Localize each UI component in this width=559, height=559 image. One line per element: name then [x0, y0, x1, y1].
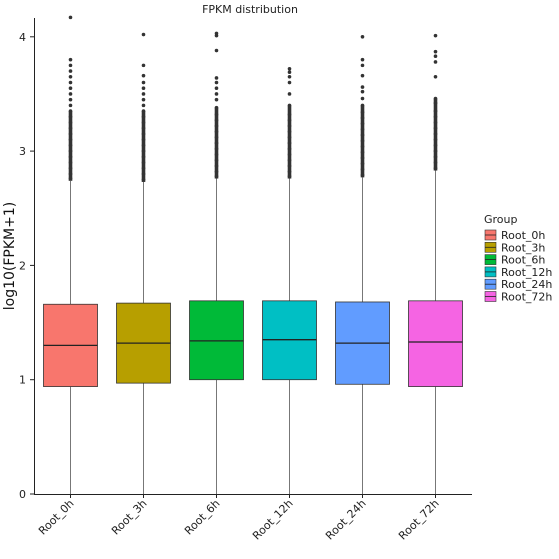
- outlier-point: [214, 76, 219, 80]
- outlier-point: [360, 63, 365, 68]
- legend-label: Root_6h: [501, 254, 545, 267]
- outlier-point: [68, 63, 73, 68]
- outlier-point: [287, 75, 292, 79]
- outlier-point: [214, 48, 219, 53]
- outlier-point: [141, 103, 146, 108]
- box-Root_24h: [335, 35, 390, 494]
- outlier-dense-band: [360, 105, 365, 178]
- outlier-point: [141, 86, 146, 91]
- outlier-point: [214, 92, 219, 96]
- outlier-point: [433, 33, 438, 38]
- box-Root_0h: [43, 15, 98, 494]
- x-tick-label: Root_72h: [396, 497, 442, 543]
- outlier-dense-band: [68, 111, 73, 181]
- x-tick-label: Root_6h: [182, 497, 223, 538]
- y-tick-label: 4: [19, 31, 26, 44]
- box-Root_72h: [408, 33, 463, 494]
- y-tick-label: 3: [19, 145, 26, 158]
- outlier-point: [360, 35, 365, 39]
- outlier-point: [68, 69, 73, 73]
- outlier-point: [214, 97, 219, 102]
- outlier-point: [360, 73, 365, 78]
- outlier-dense-band: [433, 98, 438, 171]
- outlier-point: [214, 31, 219, 36]
- x-tick-label: Root_24h: [323, 497, 369, 543]
- legend-label: Root_3h: [501, 241, 545, 254]
- outlier-point: [68, 92, 73, 96]
- outlier-point: [141, 63, 146, 68]
- x-tick-label: Root_12h: [250, 497, 296, 543]
- legend-label: Root_12h: [501, 266, 552, 279]
- legend-item: Root_0h: [484, 229, 545, 242]
- y-tick-label: 1: [19, 374, 26, 387]
- outlier-point: [68, 75, 73, 79]
- x-tick-label: Root_3h: [109, 497, 150, 538]
- box-iqr: [408, 300, 463, 387]
- outlier-point: [433, 75, 438, 79]
- y-axis-ticks: 0 1 2 3 4: [19, 31, 34, 501]
- outlier-point: [68, 103, 73, 108]
- outlier-point: [214, 80, 219, 85]
- outlier-point: [287, 70, 292, 75]
- outlier-point: [68, 57, 73, 62]
- legend-label: Root_0h: [501, 229, 545, 242]
- outlier-dense-band: [141, 111, 146, 182]
- outlier-point: [141, 92, 146, 96]
- outlier-point: [287, 92, 292, 96]
- legend-title: Group: [484, 213, 518, 226]
- outlier-point: [141, 80, 146, 85]
- legend-item: Root_3h: [484, 241, 545, 254]
- outlier-point: [141, 97, 146, 102]
- outlier-point: [287, 80, 292, 85]
- outlier-point: [287, 67, 292, 71]
- outlier-point: [360, 89, 365, 94]
- y-axis-label: log10(FPKM+1): [2, 202, 18, 310]
- outlier-point: [68, 80, 73, 85]
- outlier-point: [141, 32, 146, 37]
- chart-title: FPKM distribution: [202, 3, 298, 16]
- legend-item: Root_12h: [484, 266, 552, 279]
- outlier-dense-band: [287, 105, 292, 179]
- box-Root_3h: [116, 32, 171, 494]
- outlier-point: [433, 54, 438, 59]
- legend: Group Root_0hRoot_3hRoot_6hRoot_12hRoot_…: [484, 213, 552, 304]
- outlier-dense-band: [214, 107, 219, 179]
- x-tick-label: Root_0h: [36, 497, 77, 538]
- outlier-point: [360, 85, 365, 89]
- outlier-point: [214, 86, 219, 91]
- outlier-point: [360, 96, 365, 101]
- y-tick-label: 0: [19, 488, 26, 501]
- outlier-point: [360, 57, 365, 62]
- plot-area: [43, 15, 463, 494]
- legend-items: Root_0hRoot_3hRoot_6hRoot_12hRoot_24hRoo…: [484, 229, 552, 304]
- outlier-point: [141, 73, 146, 78]
- outlier-point: [433, 60, 438, 64]
- legend-label: Root_72h: [501, 291, 552, 304]
- outlier-point: [68, 97, 73, 102]
- x-axis-ticks: Root_0h Root_3h Root_6h Root_12h Root_24h Roo…: [36, 494, 442, 542]
- legend-item: Root_72h: [484, 291, 552, 304]
- outlier-point: [68, 86, 73, 91]
- legend-item: Root_6h: [484, 254, 545, 267]
- box-Root_12h: [262, 67, 317, 494]
- legend-label: Root_24h: [501, 278, 552, 291]
- outlier-point: [433, 49, 438, 54]
- outlier-point: [68, 15, 73, 20]
- y-tick-label: 2: [19, 259, 26, 272]
- legend-item: Root_24h: [484, 278, 552, 291]
- box-Root_6h: [189, 31, 244, 494]
